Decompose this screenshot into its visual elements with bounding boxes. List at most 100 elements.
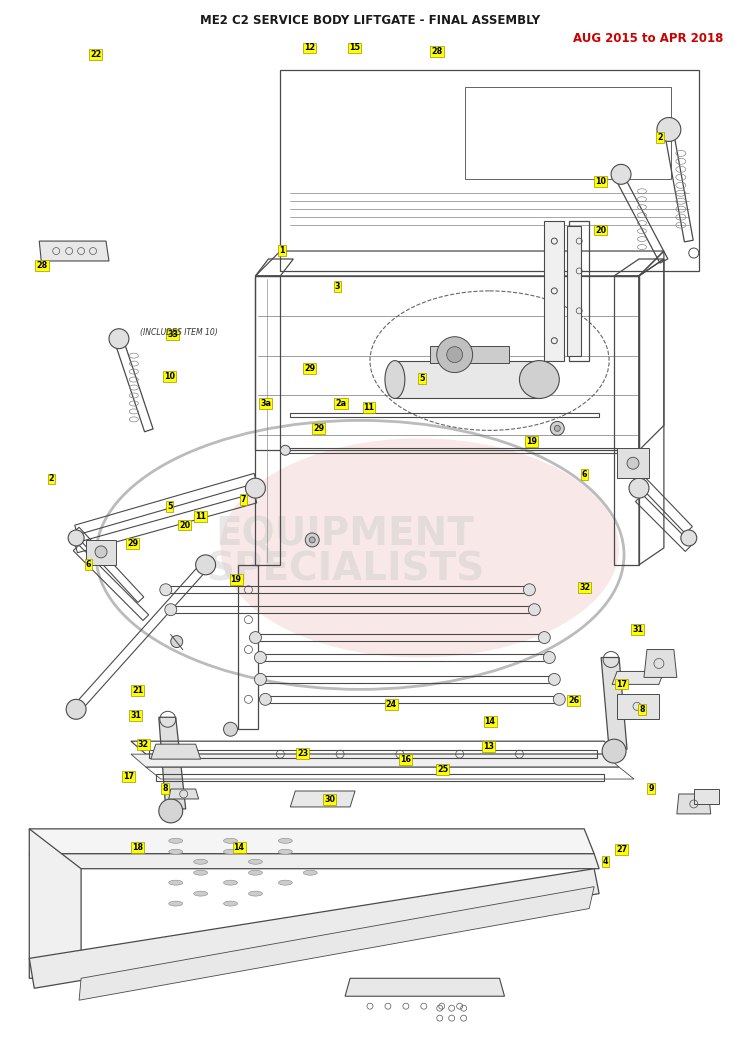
Circle shape xyxy=(245,478,265,498)
Text: 16: 16 xyxy=(400,755,411,763)
Circle shape xyxy=(548,673,560,686)
Text: ME2 C2 SERVICE BODY LIFTGATE - FINAL ASSEMBLY: ME2 C2 SERVICE BODY LIFTGATE - FINAL ASS… xyxy=(200,14,540,27)
Ellipse shape xyxy=(279,880,292,885)
Text: 9: 9 xyxy=(648,784,654,793)
Text: 14: 14 xyxy=(233,843,245,852)
Polygon shape xyxy=(694,789,719,804)
Text: (INCLUDES ITEM 10): (INCLUDES ITEM 10) xyxy=(140,328,217,337)
Text: 7: 7 xyxy=(241,496,246,504)
Text: 20: 20 xyxy=(179,521,190,529)
Circle shape xyxy=(554,425,560,432)
Ellipse shape xyxy=(169,838,183,843)
Text: 20: 20 xyxy=(595,226,606,234)
Ellipse shape xyxy=(224,880,238,885)
Ellipse shape xyxy=(279,838,292,843)
Ellipse shape xyxy=(193,891,207,896)
Circle shape xyxy=(224,722,238,736)
Circle shape xyxy=(551,421,564,436)
Circle shape xyxy=(627,457,639,469)
Text: 8: 8 xyxy=(162,784,168,793)
Circle shape xyxy=(68,530,84,546)
Ellipse shape xyxy=(519,360,559,399)
Text: 28: 28 xyxy=(431,46,442,56)
Polygon shape xyxy=(568,226,581,356)
Polygon shape xyxy=(612,671,664,685)
Text: 32: 32 xyxy=(579,583,590,592)
Text: 15: 15 xyxy=(349,43,360,53)
Polygon shape xyxy=(30,868,599,988)
Text: 8: 8 xyxy=(639,705,645,714)
Text: 29: 29 xyxy=(313,424,325,434)
Circle shape xyxy=(523,584,536,595)
Ellipse shape xyxy=(224,849,238,855)
Circle shape xyxy=(250,632,262,644)
Polygon shape xyxy=(159,717,186,808)
Ellipse shape xyxy=(248,870,262,876)
Text: 11: 11 xyxy=(364,403,374,413)
Text: 28: 28 xyxy=(36,261,47,270)
Text: 11: 11 xyxy=(195,512,206,521)
Circle shape xyxy=(629,478,649,498)
Ellipse shape xyxy=(248,859,262,864)
Ellipse shape xyxy=(169,849,183,855)
Circle shape xyxy=(170,635,183,648)
Polygon shape xyxy=(30,828,81,979)
Polygon shape xyxy=(617,694,659,719)
Text: 19: 19 xyxy=(526,437,537,446)
Text: 22: 22 xyxy=(90,49,102,59)
Text: EQUIPMENT: EQUIPMENT xyxy=(216,516,474,554)
Text: 26: 26 xyxy=(568,696,579,706)
Polygon shape xyxy=(644,650,677,677)
Ellipse shape xyxy=(224,838,238,843)
Circle shape xyxy=(95,546,107,558)
Ellipse shape xyxy=(279,849,292,855)
Text: 3a: 3a xyxy=(260,399,271,408)
Circle shape xyxy=(66,699,86,719)
Text: 3: 3 xyxy=(334,282,340,291)
Text: 31: 31 xyxy=(632,625,643,634)
Ellipse shape xyxy=(193,870,207,876)
Text: 12: 12 xyxy=(305,43,316,53)
Polygon shape xyxy=(131,754,619,768)
Circle shape xyxy=(159,799,183,823)
Text: 2a: 2a xyxy=(336,399,347,408)
Text: 30: 30 xyxy=(325,795,336,803)
Circle shape xyxy=(528,604,540,615)
Circle shape xyxy=(681,530,697,546)
Polygon shape xyxy=(430,345,510,362)
Polygon shape xyxy=(79,886,594,1001)
Circle shape xyxy=(109,329,129,349)
Ellipse shape xyxy=(224,901,238,906)
Circle shape xyxy=(254,673,267,686)
Circle shape xyxy=(436,337,473,373)
Polygon shape xyxy=(290,791,355,807)
Ellipse shape xyxy=(303,870,317,876)
Polygon shape xyxy=(30,828,594,854)
Polygon shape xyxy=(151,744,201,759)
Polygon shape xyxy=(395,360,539,399)
Circle shape xyxy=(611,165,631,185)
Text: 24: 24 xyxy=(385,700,396,710)
Text: 5: 5 xyxy=(419,374,425,383)
Text: 21: 21 xyxy=(133,686,144,695)
Circle shape xyxy=(657,118,681,142)
Text: 18: 18 xyxy=(133,843,144,852)
Text: 17: 17 xyxy=(123,772,134,780)
Circle shape xyxy=(280,445,290,456)
Text: 5: 5 xyxy=(167,502,173,510)
Text: 29: 29 xyxy=(127,540,139,548)
Text: 1: 1 xyxy=(279,247,285,255)
Text: 33: 33 xyxy=(167,330,178,339)
Circle shape xyxy=(196,554,216,574)
Text: 6: 6 xyxy=(86,561,91,569)
Text: 10: 10 xyxy=(165,372,175,381)
Text: 29: 29 xyxy=(305,363,316,373)
Circle shape xyxy=(309,537,315,543)
Ellipse shape xyxy=(193,859,207,864)
Circle shape xyxy=(554,693,565,706)
Polygon shape xyxy=(169,789,199,799)
Polygon shape xyxy=(677,794,711,814)
Polygon shape xyxy=(345,979,505,996)
Text: 2: 2 xyxy=(657,133,662,143)
Polygon shape xyxy=(39,242,109,261)
